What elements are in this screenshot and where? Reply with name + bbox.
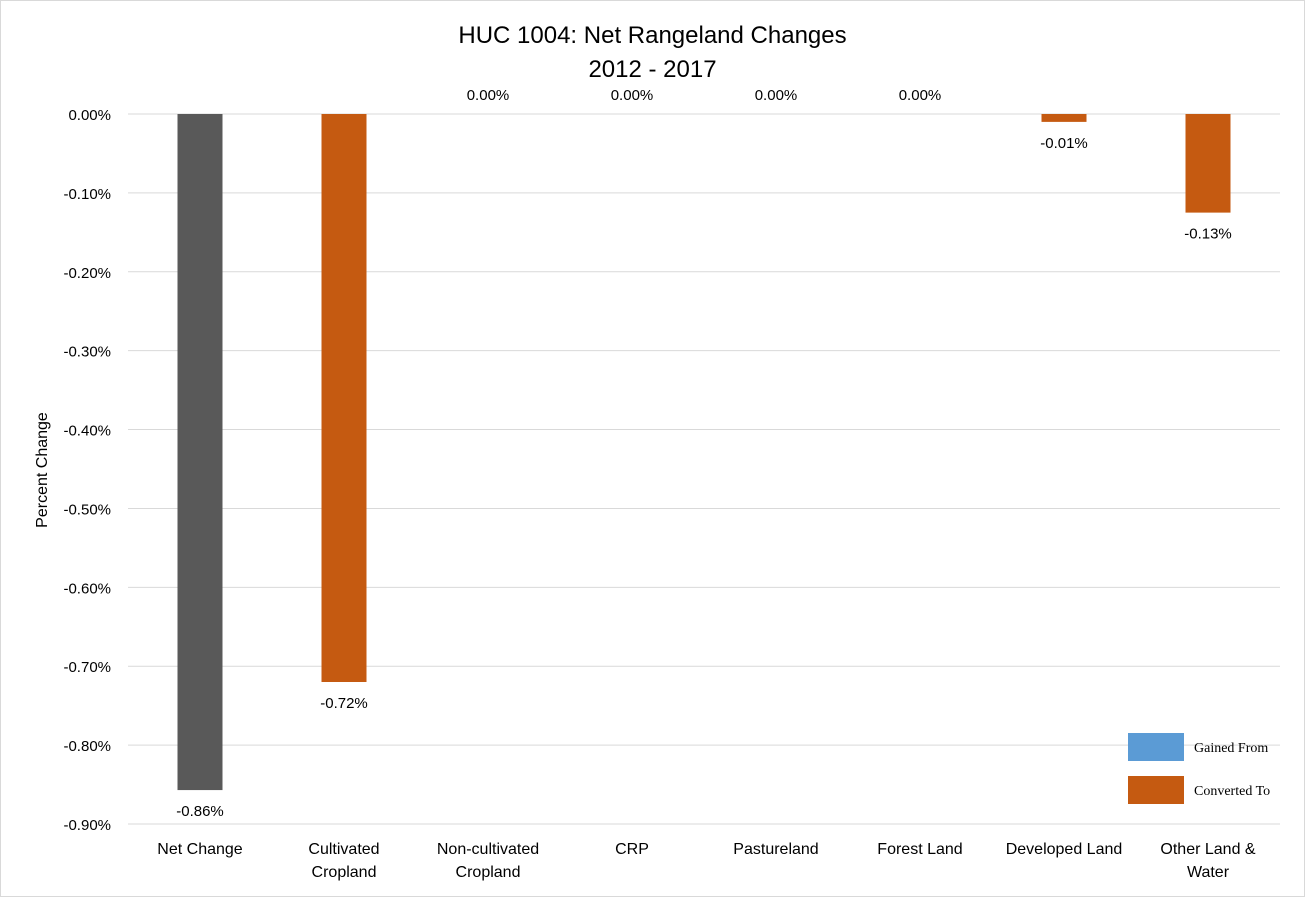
gridlines	[128, 113, 1280, 825]
data-label: 0.00%	[755, 87, 798, 104]
x-tick-label: Cropland	[312, 864, 377, 881]
y-tick-label: -0.70%	[63, 659, 111, 676]
bar	[1041, 114, 1087, 122]
y-tick-label: -0.60%	[63, 580, 111, 597]
y-axis-label: Percent Change	[34, 412, 51, 528]
data-label: -0.01%	[1040, 135, 1088, 152]
x-tick-label: Cropland	[456, 864, 521, 881]
data-label: -0.72%	[320, 695, 368, 712]
y-tick-label: -0.80%	[63, 738, 111, 755]
data-label: -0.86%	[176, 803, 224, 820]
bar	[321, 114, 367, 682]
x-tick-label: Non-cultivated	[437, 841, 539, 858]
x-tick-label: Cultivated	[308, 841, 379, 858]
legend-label: Gained From	[1194, 741, 1268, 756]
bar	[177, 114, 223, 791]
y-tick-label: -0.10%	[63, 186, 111, 203]
y-tick-label: -0.40%	[63, 423, 111, 440]
data-label: 0.00%	[899, 87, 942, 104]
x-tick-label: Net Change	[157, 841, 242, 858]
legend-label: Converted To	[1194, 784, 1270, 799]
y-tick-label: -0.30%	[63, 344, 111, 361]
x-tick-label: CRP	[615, 841, 649, 858]
y-tick-label: -0.90%	[63, 817, 111, 834]
data-label: 0.00%	[467, 87, 510, 104]
data-label: 0.00%	[611, 87, 654, 104]
legend-swatch	[1128, 776, 1184, 804]
bar	[1185, 114, 1231, 213]
x-tick-label: Developed Land	[1006, 841, 1123, 858]
chart-title: HUC 1004: Net Rangeland Changes	[458, 22, 847, 49]
bars	[177, 114, 1231, 791]
data-label: -0.13%	[1184, 226, 1232, 243]
x-tick-label: Water	[1187, 864, 1230, 881]
y-tick-label: -0.20%	[63, 265, 111, 282]
y-tick-label: -0.50%	[63, 501, 111, 518]
chart-subtitle: 2012 - 2017	[588, 56, 717, 83]
legend: Gained From Converted To	[1128, 733, 1270, 804]
data-labels: -0.86% -0.72% 0.00% 0.00% 0.00% 0.00% -0.01% -0…	[176, 87, 1232, 820]
x-tick-label: Pastureland	[733, 841, 818, 858]
x-tick-label: Forest Land	[877, 841, 962, 858]
y-axis-ticks: 0.00% -0.10% -0.20% -0.30% -0.40% -0.50% -0.60…	[63, 107, 111, 834]
x-axis-ticks: Net Change Cultivated Cropland Non-cultivat…	[157, 841, 1256, 881]
x-tick-label: Other Land &	[1160, 841, 1256, 858]
y-tick-label: 0.00%	[68, 107, 111, 124]
legend-swatch	[1128, 733, 1184, 761]
